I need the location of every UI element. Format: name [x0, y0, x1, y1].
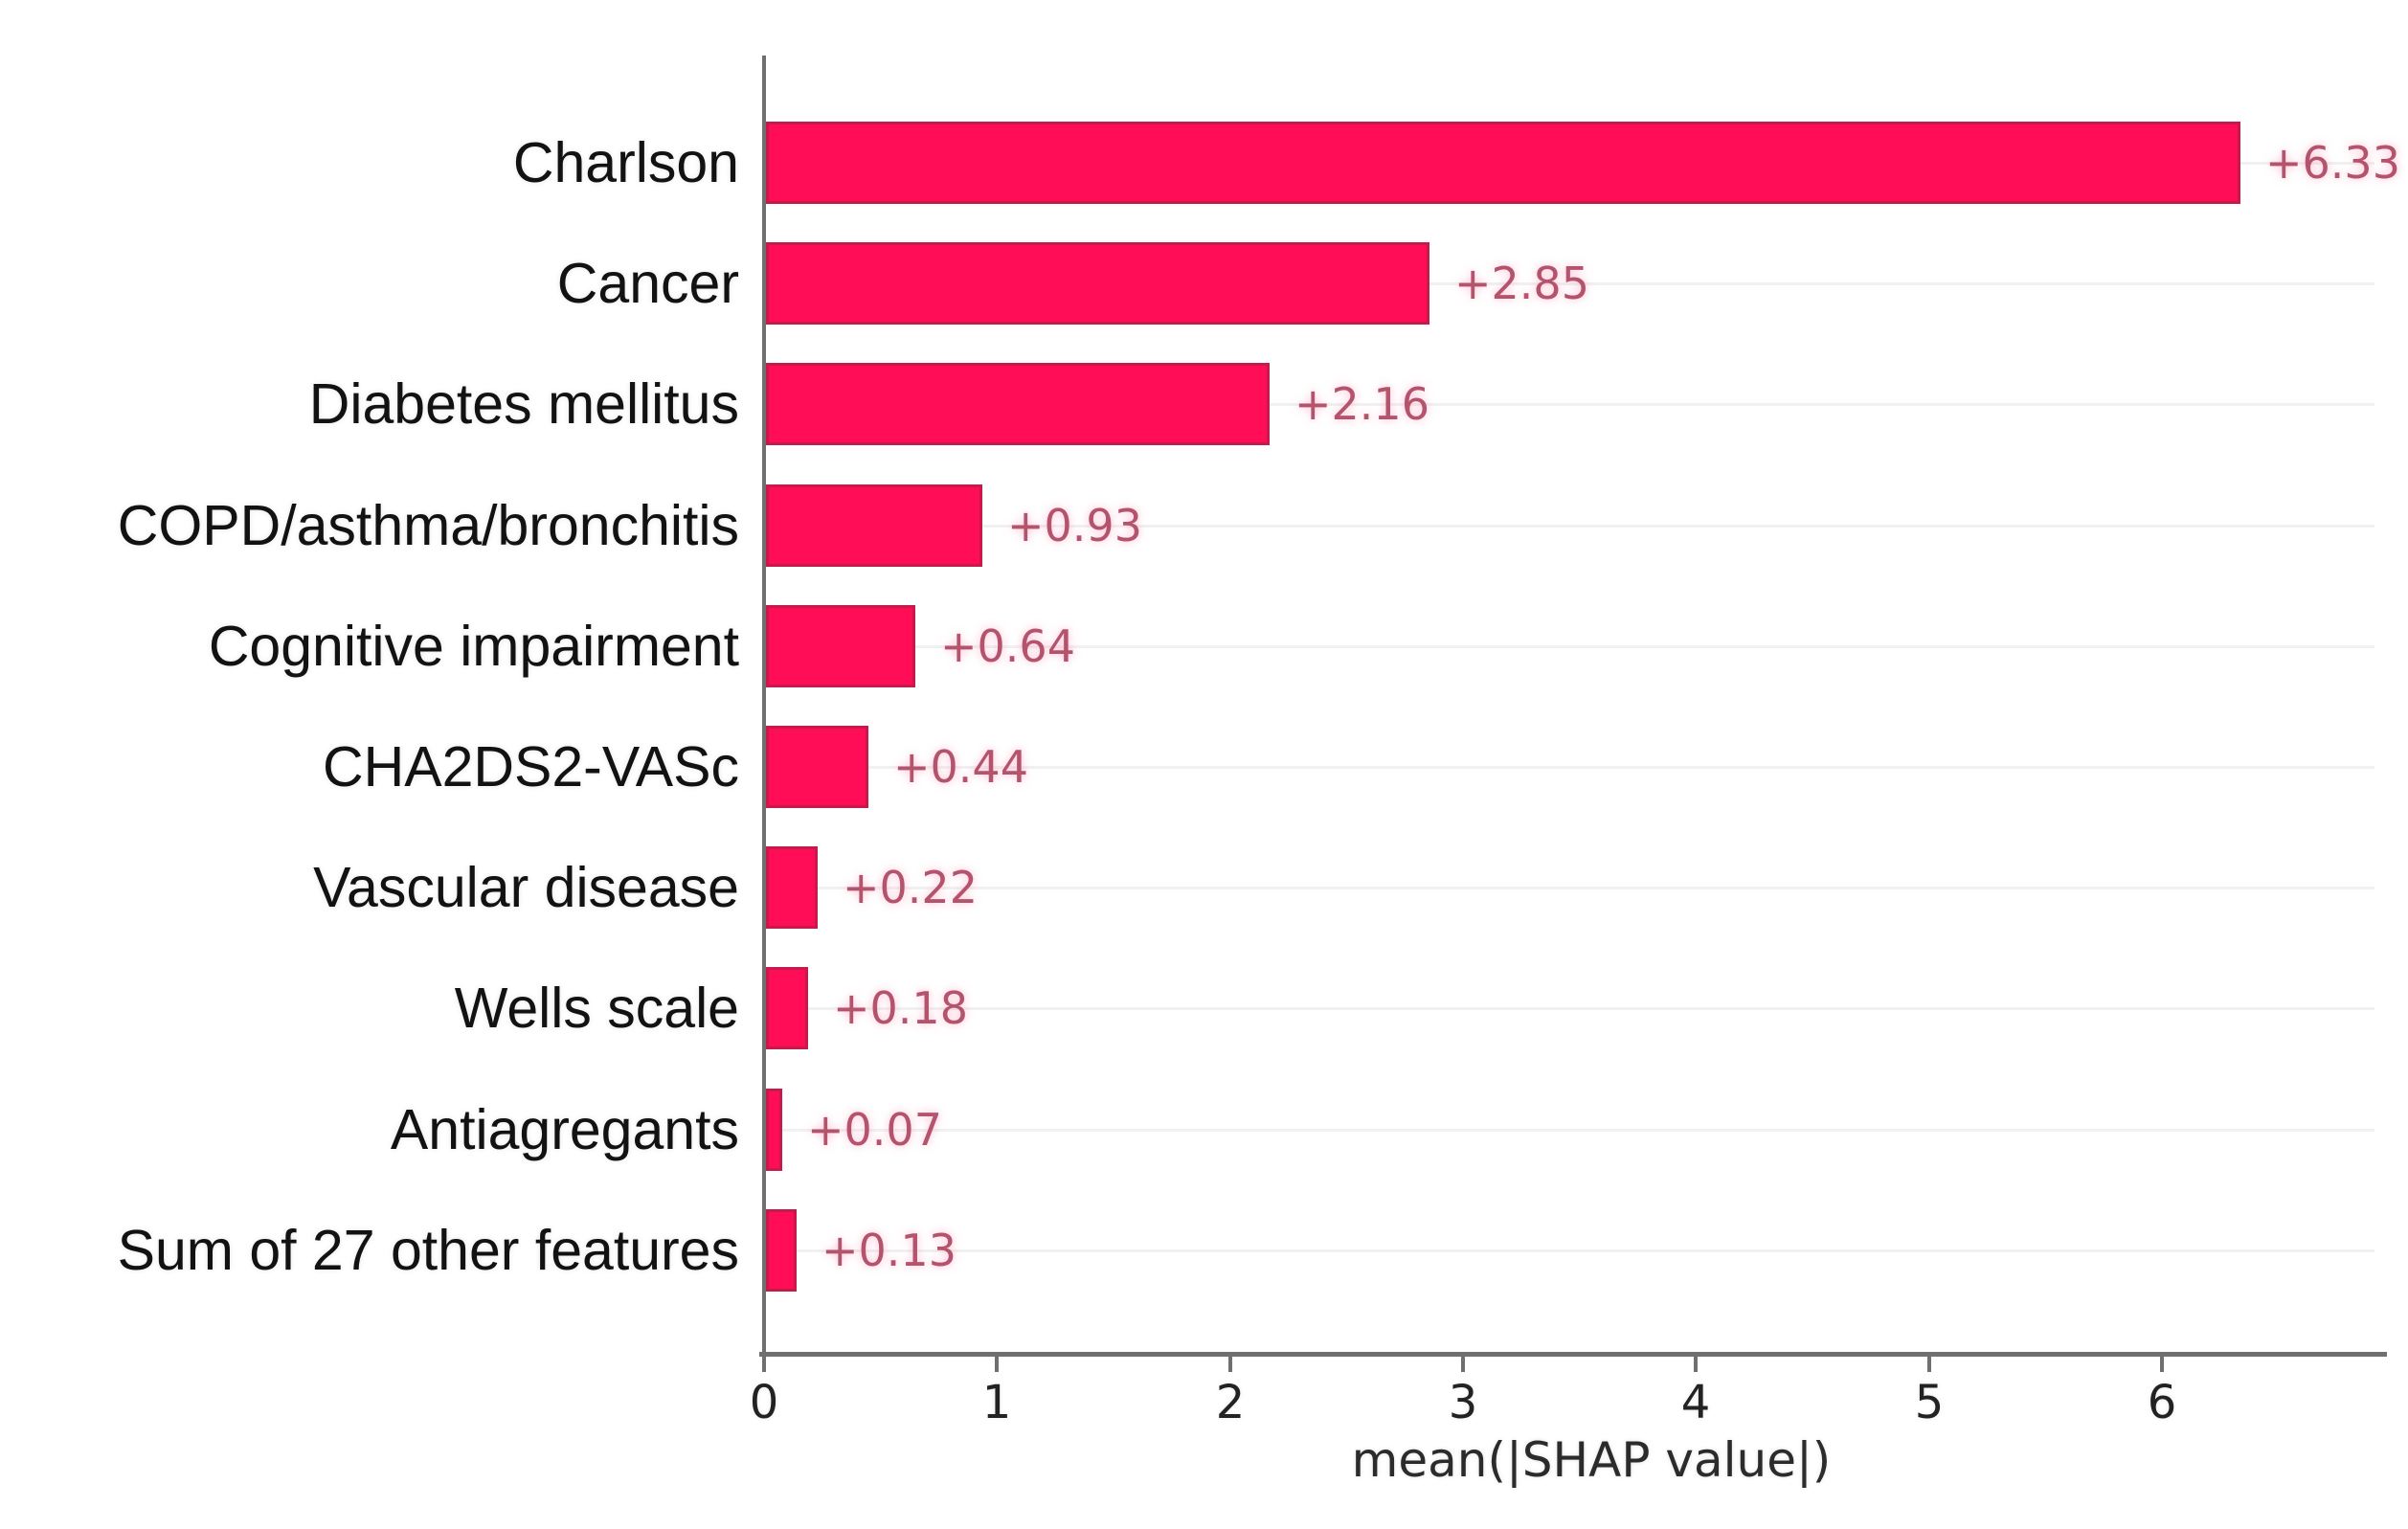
x-tick: [1228, 1357, 1232, 1372]
bar: [766, 122, 2240, 204]
x-tick: [1927, 1357, 1931, 1372]
x-tick-label: 2: [1215, 1376, 1246, 1429]
feature-label: CHA2DS2-VASc: [323, 735, 739, 798]
bar-value-label: +2.16: [1294, 378, 1429, 430]
feature-label: Diabetes mellitus: [308, 372, 739, 436]
bar: [766, 363, 1270, 445]
gridline: [764, 887, 2374, 889]
feature-label: Sum of 27 other features: [117, 1219, 739, 1282]
x-tick-label: 1: [981, 1376, 1012, 1429]
bar: [766, 1209, 797, 1292]
bar: [766, 242, 1429, 325]
feature-label: COPD/asthma/bronchitis: [117, 494, 739, 557]
gridline: [764, 282, 2374, 285]
bar-value-label: +0.93: [1007, 500, 1142, 551]
bar: [766, 726, 868, 808]
x-tick-label: 0: [749, 1376, 779, 1429]
bar-value-label: +0.18: [833, 982, 968, 1034]
x-tick: [1694, 1357, 1698, 1372]
bar-value-label: +0.13: [821, 1225, 956, 1276]
feature-label: Cognitive impairment: [208, 615, 739, 678]
x-tick: [1461, 1357, 1465, 1372]
feature-label: Cancer: [556, 252, 739, 315]
x-tick: [995, 1357, 999, 1372]
feature-label: Wells scale: [454, 977, 739, 1040]
x-tick-label: 3: [1448, 1376, 1478, 1429]
gridline: [764, 645, 2374, 648]
x-tick: [762, 1357, 766, 1372]
bar-value-label: +0.22: [843, 862, 978, 913]
gridline: [764, 403, 2374, 406]
bar: [766, 967, 808, 1049]
bar-value-label: +0.07: [807, 1104, 942, 1156]
x-axis-line: [759, 1352, 2387, 1357]
bar-value-label: +0.44: [893, 741, 1028, 793]
bar: [766, 846, 818, 929]
bar: [766, 1089, 782, 1171]
feature-label: Vascular disease: [313, 856, 739, 919]
gridline: [764, 1249, 2374, 1252]
bar-value-label: +2.85: [1454, 258, 1589, 309]
bar: [766, 605, 915, 687]
bar-value-label: +0.64: [940, 620, 1075, 672]
gridline: [764, 1007, 2374, 1010]
x-tick: [2160, 1357, 2164, 1372]
bar: [766, 484, 982, 567]
y-axis-spine: [762, 56, 766, 1355]
x-axis-title: mean(|SHAP value|): [1351, 1432, 1832, 1488]
x-tick-label: 5: [1914, 1376, 1945, 1429]
gridline: [764, 525, 2374, 528]
gridline: [764, 766, 2374, 769]
feature-label: Charlson: [512, 131, 739, 194]
gridline: [764, 1129, 2374, 1132]
x-tick-label: 6: [2147, 1376, 2177, 1429]
feature-label: Antiagregants: [390, 1098, 739, 1161]
x-tick-label: 4: [1680, 1376, 1711, 1429]
bar-value-label: +6.33: [2265, 137, 2400, 189]
